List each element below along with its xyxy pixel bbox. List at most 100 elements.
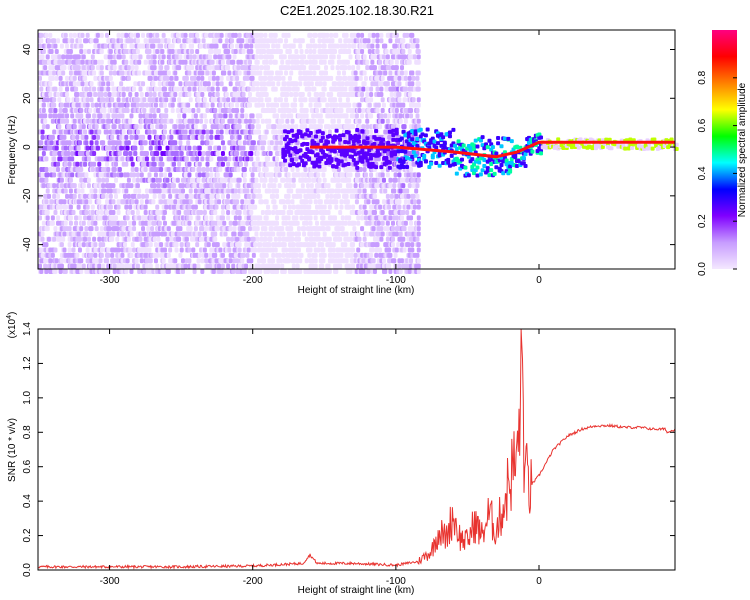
spectrogram-cell <box>246 236 251 242</box>
spectrogram-cell <box>76 145 81 151</box>
spectrogram-cell <box>262 183 267 189</box>
spectrogram-cell <box>224 102 229 108</box>
spectrogram-cell <box>169 156 174 162</box>
spectrogram-cell <box>360 226 365 232</box>
spectrogram-cell <box>294 49 299 55</box>
spectrogram-cell <box>318 199 323 205</box>
spectrogram-cell <box>298 193 303 199</box>
spectrogram-cell <box>320 263 325 269</box>
spectrogram-cell <box>282 113 287 119</box>
spectrogram-cell <box>208 145 213 151</box>
spectrogram-cell <box>79 167 84 173</box>
spectrogram-cell <box>160 161 165 167</box>
spectrogram-cell <box>330 38 335 44</box>
spectrogram-cell <box>129 32 134 38</box>
spectrogram-cell <box>92 161 97 167</box>
spectrogram-cell <box>156 183 161 189</box>
spectrogram-cell <box>278 70 283 76</box>
spectrogram-cell <box>340 215 345 221</box>
spectrogram-cell <box>264 129 269 135</box>
spectrogram-cell <box>347 43 352 49</box>
spectrogram-cell <box>126 65 131 71</box>
spectrogram-cell <box>312 70 317 76</box>
spectrogram-cell <box>62 231 67 237</box>
spectrogram-cell <box>204 226 209 232</box>
spectrogram-cell <box>213 252 218 258</box>
spectrogram-cell <box>39 140 44 146</box>
spectrogram-cell <box>282 124 287 130</box>
spectrogram-cell <box>130 167 135 173</box>
spectrogram-cell <box>313 258 318 264</box>
spectrogram-cell <box>132 226 137 232</box>
spectrogram-cell <box>114 177 119 183</box>
spectrogram-cell <box>272 124 277 130</box>
spectrogram-cell <box>257 263 262 269</box>
spectrogram-cell <box>351 247 356 253</box>
spectrogram-cell <box>260 102 265 108</box>
spectrogram-cell <box>139 145 144 151</box>
spectrogram-cell <box>271 231 276 237</box>
spectrogram-cell <box>293 97 298 103</box>
spectrogram-cell <box>333 49 338 55</box>
spectrogram-cell <box>83 129 88 135</box>
spectrogram-cell <box>68 145 73 151</box>
spectrogram-cell <box>173 258 178 264</box>
spectrogram-cell <box>162 231 167 237</box>
spectrogram-cell <box>143 38 148 44</box>
spectrogram-cell <box>135 263 140 269</box>
spectrogram-cell <box>85 204 90 210</box>
spectrogram-cell <box>343 242 348 248</box>
spectrogram-cell <box>224 38 229 44</box>
spectrogram-cell <box>298 81 303 87</box>
spectrogram-cell <box>237 177 242 183</box>
spectrogram-cell <box>233 49 238 55</box>
spectrogram-cell <box>276 81 281 87</box>
spectrogram-cell <box>264 167 269 173</box>
spectrogram-cell <box>99 209 104 215</box>
spectrogram-cell <box>50 220 55 226</box>
spectrogram-cell <box>61 70 66 76</box>
spectrogram-cell <box>191 167 196 173</box>
spectrogram-cell <box>331 242 336 248</box>
spectrogram-cell <box>83 75 88 81</box>
spectrogram-cell <box>128 247 133 253</box>
spectrogram-cell <box>228 81 233 87</box>
spectrogram-cell <box>72 124 77 130</box>
spectrogram-cell <box>196 38 201 44</box>
spectrogram-cell <box>363 209 368 215</box>
spectrogram-cell <box>220 118 225 124</box>
spectrogram-cell <box>169 134 174 140</box>
spectrogram-cell <box>159 172 164 178</box>
spectrogram-cell <box>246 70 251 76</box>
spectrogram-cell <box>174 75 179 81</box>
spectrogram-cell <box>282 242 287 248</box>
spectrogram-cell <box>128 226 133 232</box>
spectrogram-cell <box>268 236 273 242</box>
spectrogram-cell <box>238 156 243 162</box>
spectrogram-cell <box>174 247 179 253</box>
spectrogram-cell <box>202 124 207 130</box>
spectrogram-cell <box>135 97 140 103</box>
spectrogram-cell <box>308 247 313 253</box>
spectrogram-cell <box>293 108 298 114</box>
spectrogram-cell <box>275 193 280 199</box>
spectrogram-cell <box>318 113 323 119</box>
spectrogram-cell <box>308 43 313 49</box>
spectrogram-cell <box>287 49 292 55</box>
spectrogram-cell <box>316 193 321 199</box>
spectrogram-cell <box>313 199 318 205</box>
spectrogram-cell <box>137 188 142 194</box>
spectrogram-cell <box>52 70 57 76</box>
spectrogram-cell <box>227 108 232 114</box>
spectrogram-cell <box>148 263 153 269</box>
spectrogram-cell <box>151 43 156 49</box>
spectrogram-cell <box>237 263 242 269</box>
spectrogram-cell <box>187 172 192 178</box>
spectrogram-cell <box>68 220 73 226</box>
spectrogram-cell <box>84 81 89 87</box>
spectrogram-cell <box>220 140 225 146</box>
spectrogram-cell <box>129 113 134 119</box>
spectrogram-cell <box>299 102 304 108</box>
spectrogram-cell <box>108 188 113 194</box>
spectrogram-cell <box>356 220 361 226</box>
